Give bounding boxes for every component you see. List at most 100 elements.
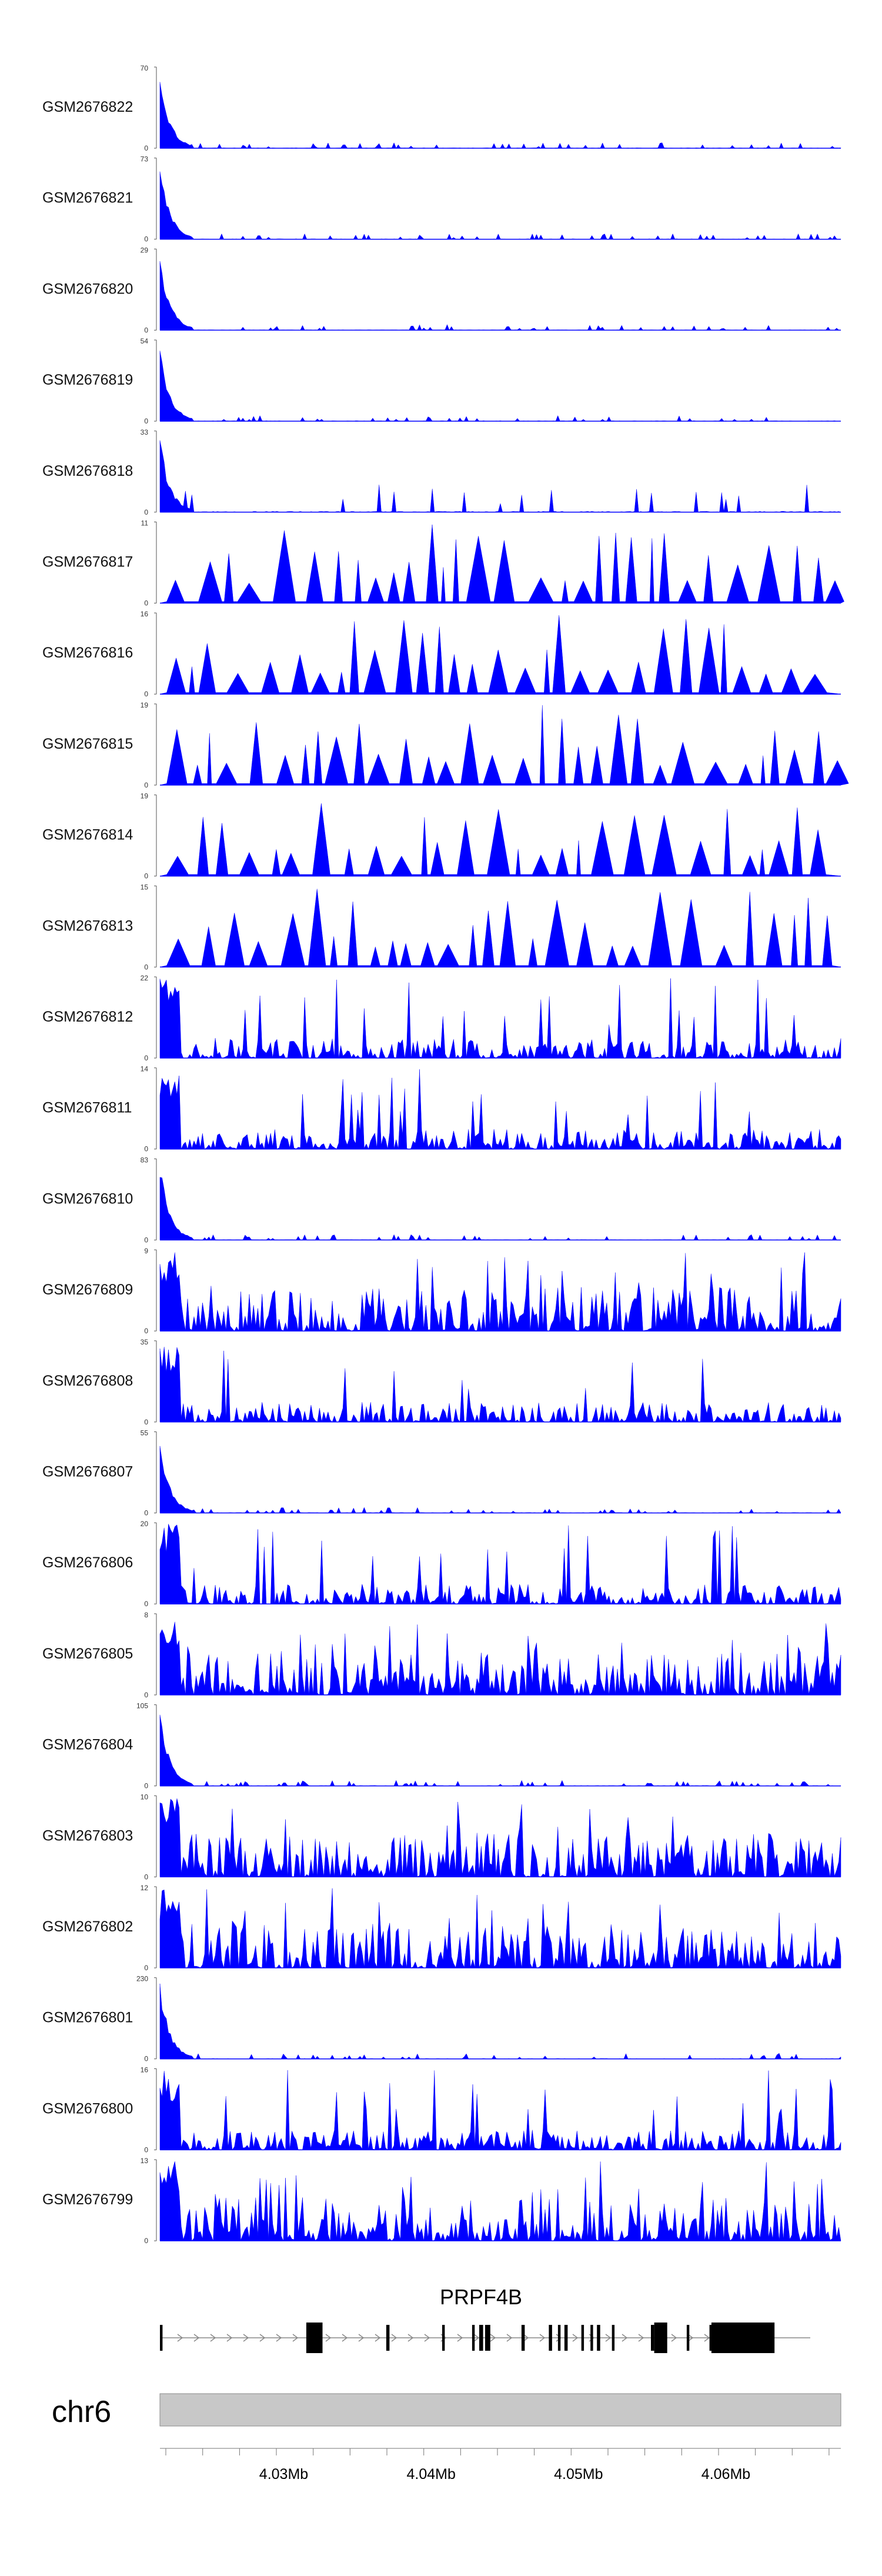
strand-arrow [556, 2334, 562, 2342]
track-ymax-label: 16 [141, 2066, 149, 2074]
coverage-area [159, 1347, 841, 1423]
track-label: GSM2676819 [42, 372, 133, 388]
track-label: GSM2676808 [42, 1373, 133, 1389]
track-ymin-label: 0 [144, 599, 148, 608]
track-label: GSM2676821 [42, 190, 133, 206]
strand-arrow [243, 2334, 249, 2342]
gene-exon [306, 2323, 323, 2353]
track-ymin-label: 0 [144, 1873, 148, 1881]
track-label: GSM2676810 [42, 1190, 133, 1207]
strand-arrow [325, 2334, 332, 2342]
coverage-area [159, 524, 844, 603]
strand-arrow [671, 2334, 677, 2342]
gene-exon [479, 2325, 483, 2351]
gene-exon [557, 2325, 561, 2351]
axis-tick-label: 4.05Mb [554, 2466, 603, 2482]
track-GSM2676800: GSM2676800 16 0 [42, 2066, 841, 2154]
coverage-area [159, 2070, 841, 2151]
track-ymin-label: 0 [144, 1145, 148, 1153]
gene-exon [472, 2325, 475, 2351]
coverage-area [159, 171, 841, 240]
chromosome-label: chr6 [52, 2395, 111, 2429]
track-label: GSM2676811 [42, 1100, 132, 1116]
track-ymin-label: 0 [144, 417, 148, 425]
track-ymax-label: 12 [141, 1884, 149, 1892]
axis-tick-label: 4.06Mb [701, 2466, 750, 2482]
track-label: GSM2676822 [42, 99, 133, 115]
track-ymax-label: 13 [141, 2157, 149, 2165]
axis-tick-label: 4.03Mb [259, 2466, 308, 2482]
track-ymin-label: 0 [144, 872, 148, 880]
track-ymin-label: 0 [144, 2055, 148, 2063]
coverage-area [159, 82, 841, 149]
track-label: GSM2676807 [42, 1464, 133, 1480]
coverage-area [159, 1798, 841, 1878]
strand-arrow [572, 2334, 579, 2342]
track-ymin-label: 0 [144, 1236, 148, 1244]
genomic-axis: 4.03Mb 4.04Mb 4.05Mb 4.06Mb [160, 2448, 841, 2482]
coverage-area [159, 261, 841, 331]
track-GSM2676814: GSM2676814 19 0 [42, 792, 841, 880]
gene-exon [581, 2325, 584, 2351]
track-GSM2676810: GSM2676810 83 0 [42, 1156, 841, 1244]
strand-arrow [605, 2334, 612, 2342]
track-ymax-label: 9 [144, 1247, 148, 1255]
strand-arrow [193, 2334, 200, 2342]
coverage-area [159, 1177, 841, 1240]
coverage-area [159, 803, 841, 876]
track-label: GSM2676805 [42, 1646, 133, 1662]
strand-arrow [391, 2334, 397, 2342]
gene-exon [711, 2323, 775, 2353]
track-GSM2676817: GSM2676817 11 0 [42, 519, 844, 608]
track-ymax-label: 10 [141, 1793, 149, 1801]
track-label: GSM2676809 [42, 1282, 133, 1298]
track-label: GSM2676801 [42, 2010, 133, 2026]
track-GSM2676807: GSM2676807 55 0 [42, 1429, 841, 1517]
gene-model [160, 2323, 810, 2353]
track-label: GSM2676812 [42, 1009, 133, 1025]
track-ymin-label: 0 [144, 1509, 148, 1517]
track-ymax-label: 70 [141, 64, 149, 72]
gene-exon [549, 2325, 552, 2351]
track-ymin-label: 0 [144, 781, 148, 789]
track-label: GSM2676800 [42, 2100, 133, 2117]
track-GSM2676816: GSM2676816 16 0 [42, 610, 841, 698]
coverage-area [159, 889, 841, 967]
track-ymin-label: 0 [144, 1327, 148, 1335]
strand-arrow [539, 2334, 546, 2342]
chromosome-band [159, 2393, 841, 2427]
strand-arrow [638, 2334, 644, 2342]
track-ymax-label: 22 [141, 974, 149, 982]
strand-arrow [375, 2334, 381, 2342]
track-ymin-label: 0 [144, 1964, 148, 1972]
track-ymin-label: 0 [144, 963, 148, 971]
track-GSM2676808: GSM2676808 35 0 [42, 1338, 841, 1426]
strand-arrow [424, 2334, 430, 2342]
track-ymin-label: 0 [144, 2145, 148, 2154]
coverage-area [159, 1714, 841, 1786]
strand-arrow [490, 2334, 496, 2342]
track-GSM2676815: GSM2676815 19 0 [42, 701, 849, 789]
gene-exon [709, 2325, 713, 2351]
track-ymin-label: 0 [144, 508, 148, 516]
strand-arrow [523, 2334, 529, 2342]
strand-arrow [342, 2334, 348, 2342]
strand-arrow [177, 2334, 183, 2342]
gene-exon [521, 2325, 525, 2351]
track-ymax-label: 15 [141, 883, 149, 891]
gene-exon [590, 2325, 593, 2351]
gene-exon [160, 2325, 163, 2351]
gene-exon [654, 2323, 667, 2353]
track-ymin-label: 0 [144, 1418, 148, 1426]
coverage-area [159, 1983, 841, 2060]
track-label: GSM2676799 [42, 2191, 133, 2208]
track-GSM2676802: GSM2676802 12 0 [42, 1884, 841, 1972]
coverage-area [159, 1252, 841, 1332]
track-ymax-label: 11 [141, 519, 149, 528]
track-GSM2676813: GSM2676813 15 0 [42, 883, 841, 971]
track-ymin-label: 0 [144, 326, 148, 334]
coverage-area [159, 1069, 841, 1150]
track-ymax-label: 19 [141, 792, 149, 800]
track-ymax-label: 8 [144, 1611, 148, 1619]
track-ymin-label: 0 [144, 2237, 148, 2245]
